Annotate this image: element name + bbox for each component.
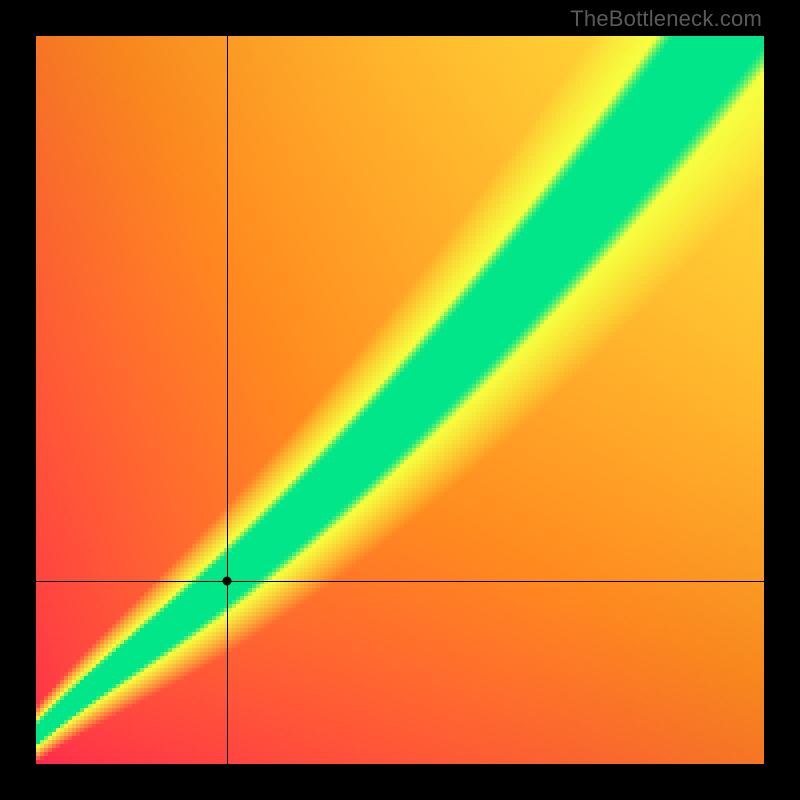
crosshair-horizontal [36,581,764,582]
plot-area [36,36,764,764]
crosshair-vertical [227,36,228,764]
heatmap-canvas [36,36,764,764]
watermark-text: TheBottleneck.com [570,6,762,32]
marker-dot [222,576,231,585]
